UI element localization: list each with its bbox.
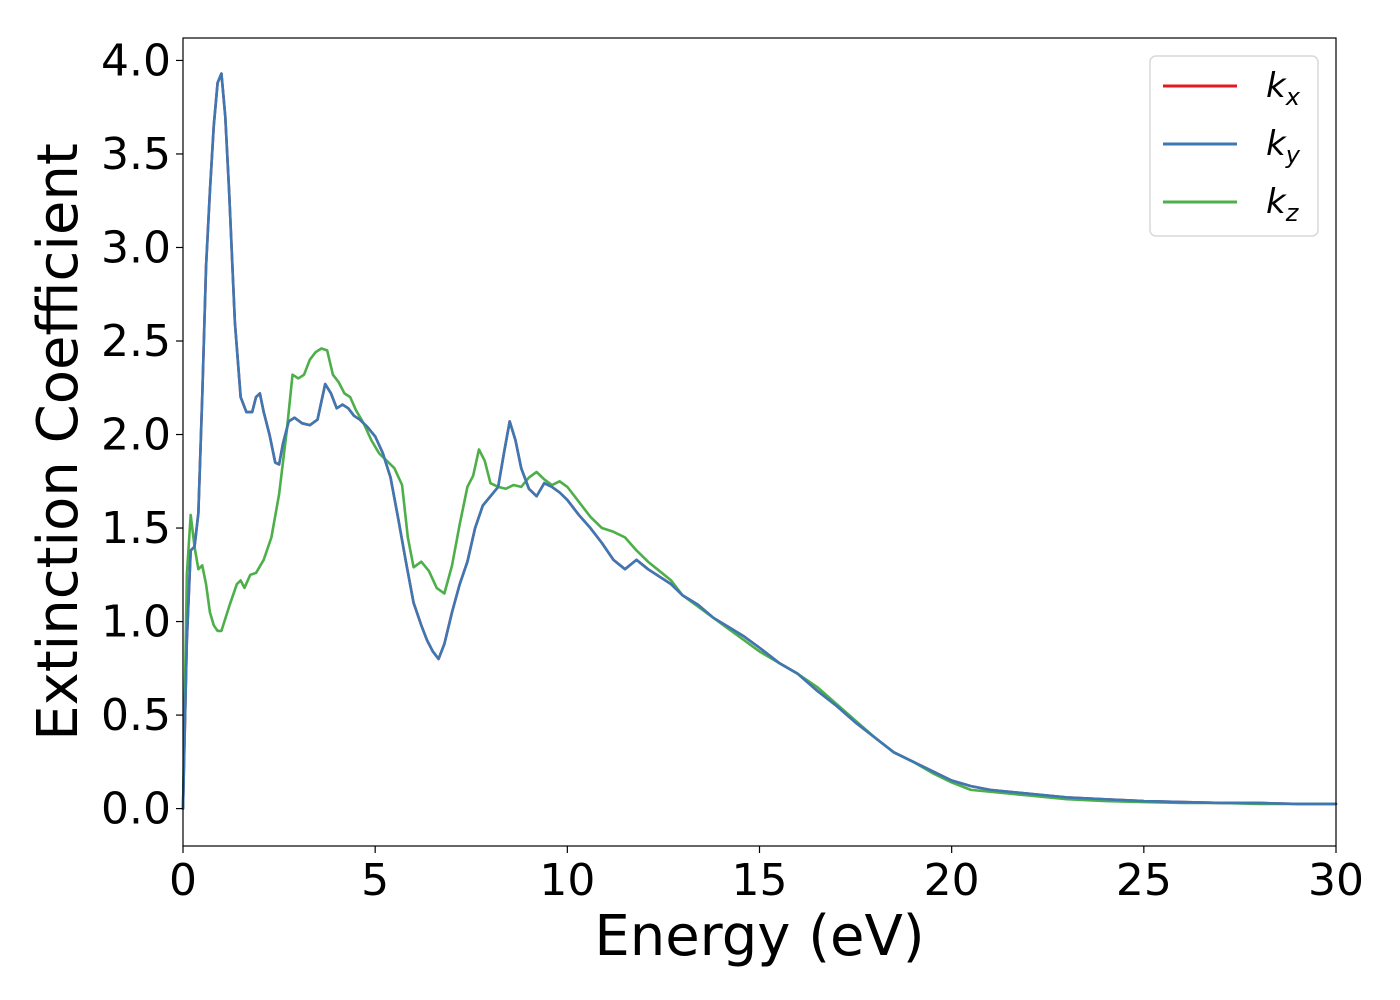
x-tick-label: 30 xyxy=(1308,855,1364,906)
series-line-kz xyxy=(181,347,1338,810)
x-tick-label: 10 xyxy=(539,855,595,906)
x-tick-label: 25 xyxy=(1116,855,1172,906)
legend-box xyxy=(1149,55,1319,237)
x-tick-label: 0 xyxy=(169,855,197,906)
x-axis-title: Energy (eV) xyxy=(594,904,924,969)
y-tick-label: 2.5 xyxy=(101,316,171,367)
legend-label-kz: kz xyxy=(1266,182,1300,227)
y-axis: 0.0 0.5 1.0 1.5 2.0 2.5 3.0 3.5 4.0 xyxy=(101,35,183,835)
y-tick-label: 4.0 xyxy=(101,35,171,86)
series-layer xyxy=(181,72,1338,810)
y-axis-title: Extinction Coefficient xyxy=(26,143,91,741)
y-tick-label: 1.0 xyxy=(101,597,171,648)
legend-label-ky: ky xyxy=(1266,124,1301,169)
y-tick-label: 2.0 xyxy=(101,410,171,461)
x-tick-label: 5 xyxy=(361,855,389,906)
y-tick-label: 3.5 xyxy=(101,129,171,180)
legend-label-kx: kx xyxy=(1266,66,1301,111)
x-axis: 0 5 10 15 20 25 30 xyxy=(169,846,1364,906)
series-line-ky xyxy=(181,72,1338,810)
y-tick-label: 0.5 xyxy=(101,690,171,741)
x-tick-label: 20 xyxy=(924,855,980,906)
legend: kx ky kz xyxy=(1149,55,1319,237)
x-tick-label: 15 xyxy=(732,855,788,906)
y-tick-label: 0.0 xyxy=(101,784,171,835)
y-tick-label: 1.5 xyxy=(101,503,171,554)
y-tick-label: 3.0 xyxy=(101,222,171,273)
